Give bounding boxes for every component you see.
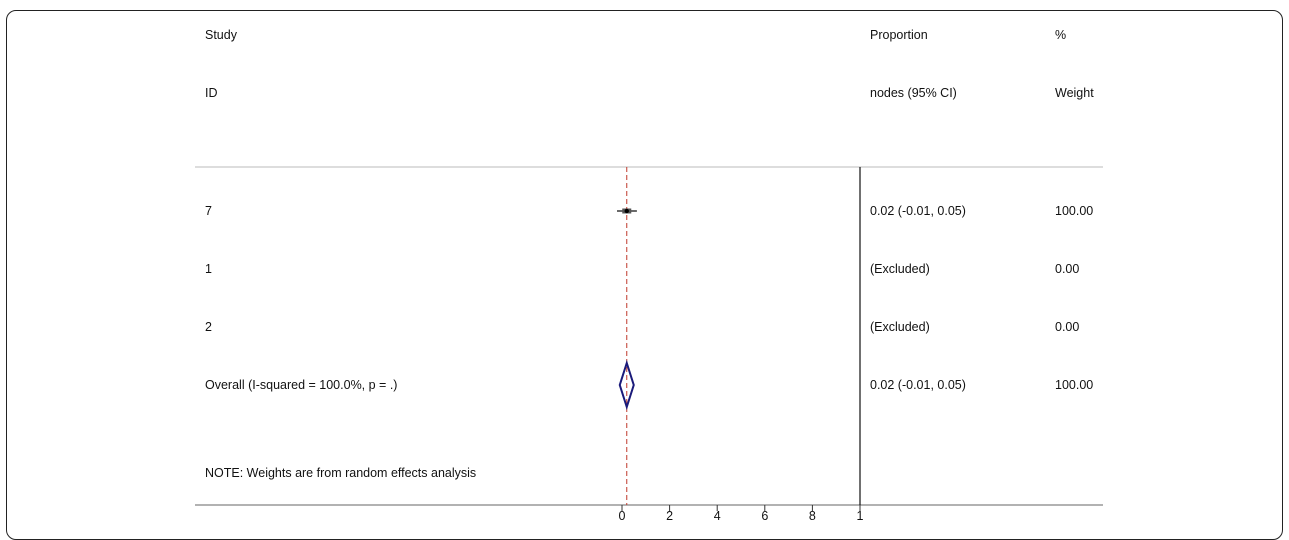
x-tick-label: 8	[809, 509, 816, 523]
row-weight-text: 0.00	[1055, 262, 1079, 276]
row-label: Overall (I-squared = 100.0%, p = .)	[205, 378, 397, 392]
header-estimate-line2: nodes (95% CI)	[870, 86, 957, 100]
row-ci-text: (Excluded)	[870, 320, 930, 334]
header-id: ID	[205, 86, 218, 100]
x-tick-label: 2	[666, 509, 673, 523]
header-study: Study	[205, 28, 238, 42]
row-ci-text: 0.02 (-0.01, 0.05)	[870, 378, 966, 392]
point-estimate	[624, 208, 629, 214]
forest-plot: Study ID Proportion nodes (95% CI) % Wei…	[195, 28, 1103, 523]
note-text: NOTE: Weights are from random effects an…	[205, 466, 476, 480]
header-weight-line2: Weight	[1055, 86, 1094, 100]
row-weight-text: 0.00	[1055, 320, 1079, 334]
row-weight-text: 100.00	[1055, 204, 1093, 218]
row-label: 1	[205, 262, 212, 276]
x-tick-label: 6	[761, 509, 768, 523]
row-weight-text: 100.00	[1055, 378, 1093, 392]
header-estimate-line1: Proportion	[870, 28, 928, 42]
overall-diamond	[618, 359, 635, 411]
row-label: 2	[205, 320, 212, 334]
x-tick-label: 1	[857, 509, 864, 523]
row-ci-text: 0.02 (-0.01, 0.05)	[870, 204, 966, 218]
x-tick-label: 0	[619, 509, 626, 523]
x-tick-label: 4	[714, 509, 721, 523]
row-ci-text: (Excluded)	[870, 262, 930, 276]
header-weight-line1: %	[1055, 28, 1066, 42]
row-label: 7	[205, 204, 212, 218]
chart-frame	[6, 10, 1283, 540]
